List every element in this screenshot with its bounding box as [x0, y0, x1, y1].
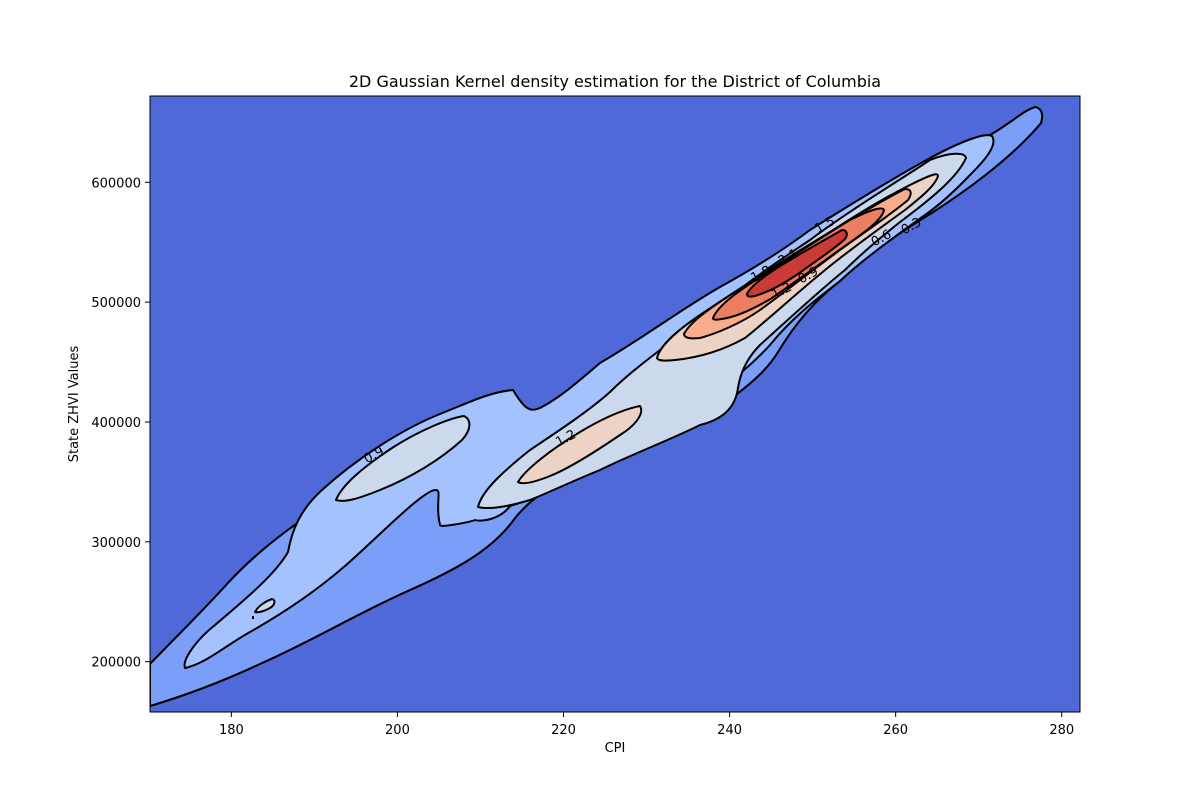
- y-tick-label: 200000: [91, 656, 141, 671]
- x-axis-label: CPI: [605, 741, 626, 756]
- density-region-1-5: [517, 405, 643, 485]
- chart-title: 2D Gaussian Kernel density estimation fo…: [349, 72, 881, 91]
- plot-frame: [149, 95, 1081, 713]
- y-tick-label: 400000: [91, 416, 141, 431]
- x-tick-label: 260: [883, 723, 908, 738]
- y-axis-label: State ZHVI Values: [67, 345, 82, 462]
- x-tick-label: 220: [551, 723, 576, 738]
- x-tick-label: 280: [1049, 723, 1074, 738]
- y-tick-label: 300000: [91, 536, 141, 551]
- y-tick-label: 600000: [91, 176, 141, 191]
- y-tick-label: 500000: [91, 296, 141, 311]
- x-tick-label: 180: [219, 723, 244, 738]
- x-tick-label: 240: [717, 723, 742, 738]
- y-axis: 200000 300000 400000 500000 600000: [91, 176, 150, 671]
- plot-area: 0.30.60.91.21.51.82.10.91.2: [150, 96, 1080, 712]
- density-region-small-island: [254, 598, 276, 614]
- density-region-2-4: [746, 229, 848, 298]
- x-tick-label: 200: [385, 723, 410, 738]
- density-region-1-2-lower-left: [335, 415, 471, 502]
- x-axis: 180 200 220 240 260 280: [219, 712, 1074, 738]
